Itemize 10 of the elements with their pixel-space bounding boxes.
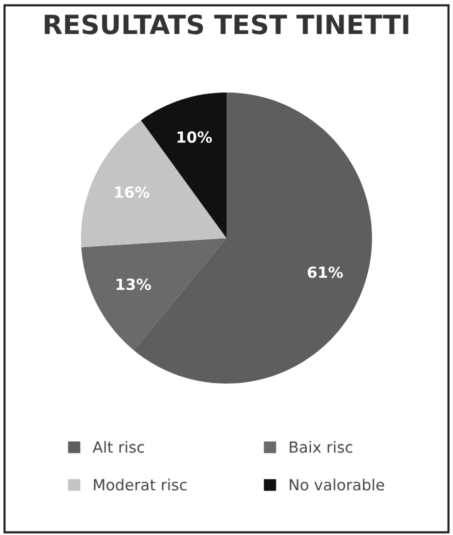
data-label: 13%: [116, 278, 151, 290]
data-label: 10%: [178, 131, 212, 143]
legend-label: Baix risc: [290, 441, 352, 453]
legend-label: Moderat risc: [94, 478, 187, 491]
data-label: 16%: [115, 186, 150, 198]
legend-label: No valorable: [290, 478, 384, 491]
pie-slice: [81, 120, 226, 248]
data-label: 61%: [308, 266, 343, 278]
chart-title: RESULTATS TEST TINETTI: [44, 14, 408, 34]
legend-label: Alt risc: [92, 441, 144, 453]
